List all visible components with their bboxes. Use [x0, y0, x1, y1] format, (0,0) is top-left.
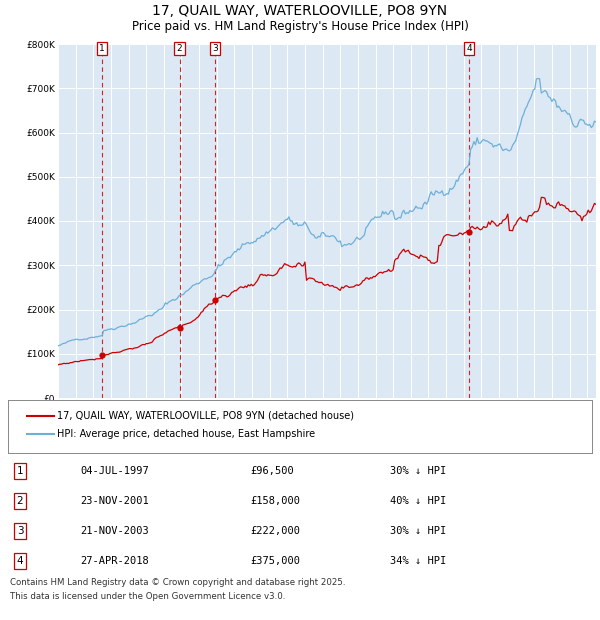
Text: 27-APR-2018: 27-APR-2018: [80, 556, 149, 566]
Text: 4: 4: [467, 44, 472, 53]
Text: 1: 1: [99, 44, 105, 53]
Text: 34% ↓ HPI: 34% ↓ HPI: [390, 556, 446, 566]
Text: 4: 4: [17, 556, 23, 566]
Text: 17, QUAIL WAY, WATERLOOVILLE, PO8 9YN: 17, QUAIL WAY, WATERLOOVILLE, PO8 9YN: [152, 4, 448, 18]
Text: 30% ↓ HPI: 30% ↓ HPI: [390, 466, 446, 476]
Text: £222,000: £222,000: [250, 526, 300, 536]
Text: Price paid vs. HM Land Registry's House Price Index (HPI): Price paid vs. HM Land Registry's House …: [131, 20, 469, 33]
Text: 3: 3: [212, 44, 218, 53]
Text: 2: 2: [17, 496, 23, 506]
Text: 04-JUL-1997: 04-JUL-1997: [80, 466, 149, 476]
Text: 3: 3: [17, 526, 23, 536]
Text: 2: 2: [177, 44, 182, 53]
Text: £158,000: £158,000: [250, 496, 300, 506]
Text: £96,500: £96,500: [250, 466, 294, 476]
Text: 1: 1: [17, 466, 23, 476]
Text: This data is licensed under the Open Government Licence v3.0.: This data is licensed under the Open Gov…: [10, 592, 286, 601]
Text: 17, QUAIL WAY, WATERLOOVILLE, PO8 9YN (detached house): 17, QUAIL WAY, WATERLOOVILLE, PO8 9YN (d…: [57, 411, 354, 421]
Text: £375,000: £375,000: [250, 556, 300, 566]
Text: 40% ↓ HPI: 40% ↓ HPI: [390, 496, 446, 506]
Text: Contains HM Land Registry data © Crown copyright and database right 2025.: Contains HM Land Registry data © Crown c…: [10, 578, 346, 587]
Text: 23-NOV-2001: 23-NOV-2001: [80, 496, 149, 506]
Text: HPI: Average price, detached house, East Hampshire: HPI: Average price, detached house, East…: [57, 429, 315, 439]
Text: 30% ↓ HPI: 30% ↓ HPI: [390, 526, 446, 536]
Text: 21-NOV-2003: 21-NOV-2003: [80, 526, 149, 536]
